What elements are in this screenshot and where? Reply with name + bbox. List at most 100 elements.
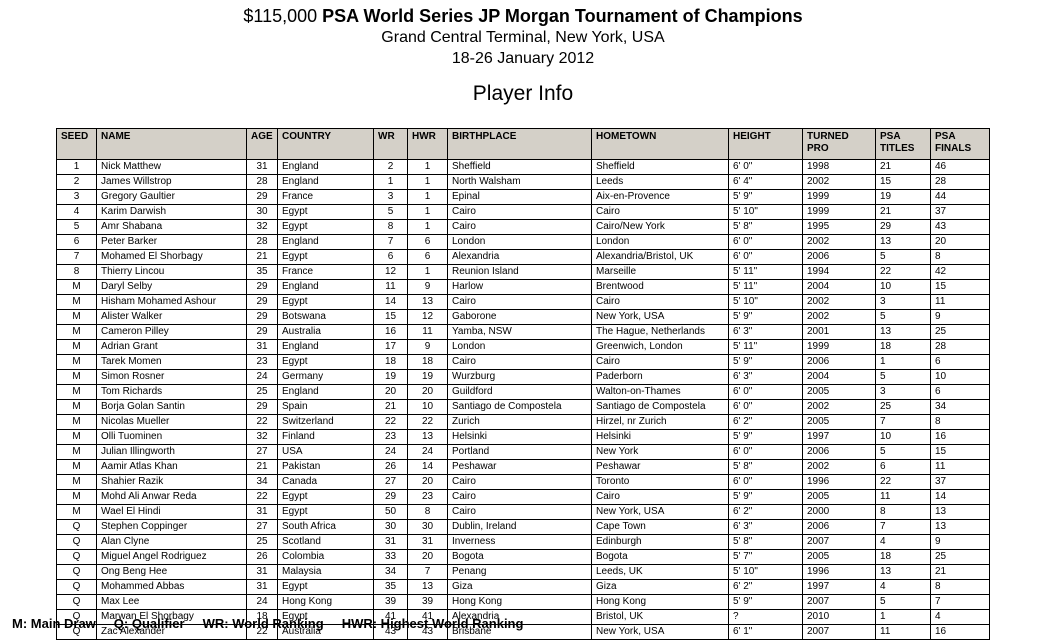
column-header-birthplace[interactable]: BIRTHPLACE [447, 128, 592, 160]
cell-turned-pro: 2005 [802, 489, 876, 505]
cell-height: 5' 11" [728, 339, 803, 355]
cell-birthplace: Wurzburg [447, 369, 592, 385]
table-row[interactable]: M Simon Rosner 24 Germany 19 19 Wurzburg Paderb… [56, 369, 990, 385]
cell-hometown: Edinburgh [591, 534, 729, 550]
table-row[interactable]: M Mohd Ali Anwar Reda 22 Egypt 29 23 Cairo Cair… [56, 489, 990, 505]
column-header-line: AGE [251, 131, 273, 142]
column-header-hwr[interactable]: HWR [407, 128, 448, 160]
column-header-turned-pro[interactable]: TURNED PRO [802, 128, 876, 160]
cell-seed: M [56, 459, 97, 475]
cell-hometown: Walton-on-Thames [591, 384, 729, 400]
column-header-name[interactable]: NAME [96, 128, 247, 160]
cell-age: 29 [246, 189, 278, 205]
cell-country: Egypt [277, 219, 374, 235]
column-header-psa-titles[interactable]: PSA TITLES [875, 128, 931, 160]
column-header-line: PSA [935, 131, 956, 142]
cell-turned-pro: 1999 [802, 189, 876, 205]
table-row[interactable]: M Daryl Selby 29 England 11 9 Harlow Brentwood 5… [56, 279, 990, 295]
cell-psa-finals: 11 [930, 459, 990, 475]
column-header-country[interactable]: COUNTRY [277, 128, 374, 160]
cell-country: Egypt [277, 249, 374, 265]
cell-name: Daryl Selby [96, 279, 247, 295]
table-row[interactable]: Q Miguel Angel Rodriguez 26 Colombia 33 20 Bog… [56, 549, 990, 565]
cell-hwr: 39 [407, 594, 448, 610]
cell-height: 5' 11" [728, 264, 803, 280]
column-header-hometown[interactable]: HOMETOWN [591, 128, 729, 160]
column-header-line: PRO [807, 143, 829, 154]
table-row[interactable]: M Nicolas Mueller 22 Switzerland 22 22 Zurich H… [56, 414, 990, 430]
table-row[interactable]: M Hisham Mohamed Ashour 29 Egypt 14 13 Cairo Ca… [56, 294, 990, 310]
table-row[interactable]: M Aamir Atlas Khan 21 Pakistan 26 14 Peshawar P… [56, 459, 990, 475]
column-header-height[interactable]: HEIGHT [728, 128, 803, 160]
cell-seed: Q [56, 534, 97, 550]
cell-birthplace: Penang [447, 564, 592, 580]
cell-birthplace: Yamba, NSW [447, 324, 592, 340]
cell-psa-finals: 6 [930, 384, 990, 400]
cell-hometown: Peshawar [591, 459, 729, 475]
cell-birthplace: Alexandria [447, 249, 592, 265]
table-row[interactable]: M Adrian Grant 31 England 17 9 London Greenwich… [56, 339, 990, 355]
cell-psa-titles: 18 [875, 549, 931, 565]
table-row[interactable]: M Julian Illingworth 27 USA 24 24 Portland New … [56, 444, 990, 460]
table-row[interactable]: Q Alan Clyne 25 Scotland 31 31 Inverness Edinbu… [56, 534, 990, 550]
table-row[interactable]: 5 Amr Shabana 32 Egypt 8 1 Cairo Cairo/New York… [56, 219, 990, 235]
table-row[interactable]: M Olli Tuominen 32 Finland 23 13 Helsinki Helsi… [56, 429, 990, 445]
cell-height: 5' 10" [728, 204, 803, 220]
table-row[interactable]: Q Zac Alexander 22 Australia 43 43 Brisbane New… [56, 624, 990, 640]
table-row[interactable]: M Tarek Momen 23 Egypt 18 18 Cairo Cairo 5' 9" 20… [56, 354, 990, 370]
table-row[interactable]: 7 Mohamed El Shorbagy 21 Egypt 6 6 Alexandria A… [56, 249, 990, 265]
table-row[interactable]: 4 Karim Darwish 30 Egypt 5 1 Cairo Cairo 5' 10" 1… [56, 204, 990, 220]
cell-wr: 23 [373, 429, 408, 445]
table-row[interactable]: 2 James Willstrop 28 England 1 1 North Walsham… [56, 174, 990, 190]
cell-age: 23 [246, 354, 278, 370]
cell-psa-titles: 5 [875, 249, 931, 265]
cell-name: Julian Illingworth [96, 444, 247, 460]
table-row[interactable]: 3 Gregory Gaultier 29 France 3 1 Epinal Aix-en-… [56, 189, 990, 205]
cell-psa-finals: 28 [930, 174, 990, 190]
cell-turned-pro: 1998 [802, 159, 876, 175]
cell-hwr: 23 [407, 489, 448, 505]
cell-country: South Africa [277, 519, 374, 535]
table-row[interactable]: 8 Thierry Lincou 35 France 12 1 Reunion Island… [56, 264, 990, 280]
cell-height: 6' 0" [728, 474, 803, 490]
tournament-title: $115,000 PSA World Series JP Morgan Tour… [0, 5, 1046, 27]
cell-turned-pro: 1996 [802, 564, 876, 580]
cell-seed: M [56, 399, 97, 415]
table-row[interactable]: Q Stephen Coppinger 27 South Africa 30 30 Dubl… [56, 519, 990, 535]
column-header-psa-finals[interactable]: PSA FINALS [930, 128, 990, 160]
table-header-row: SEED NAME AGE COUNTRY WR HWR BIRTHPLACE HOMETOW… [56, 128, 990, 160]
cell-country: Australia [277, 624, 374, 640]
cell-wr: 33 [373, 549, 408, 565]
cell-wr: 3 [373, 189, 408, 205]
cell-age: 27 [246, 519, 278, 535]
cell-name: Peter Barker [96, 234, 247, 250]
table-row[interactable]: M Borja Golan Santin 29 Spain 21 10 Santiago d… [56, 399, 990, 415]
cell-turned-pro: 2006 [802, 444, 876, 460]
legend-item: WR: World Ranking [202, 616, 324, 631]
table-row[interactable]: M Cameron Pilley 29 Australia 16 11 Yamba, NSW… [56, 324, 990, 340]
cell-age: 22 [246, 624, 278, 640]
table-row[interactable]: M Shahier Razik 34 Canada 27 20 Cairo Toronto 6'… [56, 474, 990, 490]
legend-item: Q: Qualifier [113, 616, 185, 631]
table-row[interactable]: M Wael El Hindi 31 Egypt 50 8 Cairo New York, U… [56, 504, 990, 520]
cell-hometown: New York [591, 444, 729, 460]
table-row[interactable]: Q Mohammed Abbas 31 Egypt 35 13 Giza Giza 6' 2" 1… [56, 579, 990, 595]
table-row[interactable]: Q Max Lee 24 Hong Kong 39 39 Hong Kong Hong Kon… [56, 594, 990, 610]
cell-birthplace: Cairo [447, 354, 592, 370]
cell-psa-finals: 37 [930, 204, 990, 220]
column-header-seed[interactable]: SEED [56, 128, 97, 160]
cell-wr: 39 [373, 594, 408, 610]
table-row[interactable]: Q Ong Beng Hee 31 Malaysia 34 7 Penang Leeds, U… [56, 564, 990, 580]
column-header-wr[interactable]: WR [373, 128, 408, 160]
cell-hwr: 1 [407, 189, 448, 205]
table-row[interactable]: M Tom Richards 25 England 20 20 Guildford Walto… [56, 384, 990, 400]
table-row[interactable]: 1 Nick Matthew 31 England 2 1 Sheffield Sheffie… [56, 159, 990, 175]
table-row[interactable]: M Alister Walker 29 Botswana 15 12 Gaborone New… [56, 309, 990, 325]
cell-seed: M [56, 354, 97, 370]
column-header-age[interactable]: AGE [246, 128, 278, 160]
cell-height: 6' 3" [728, 519, 803, 535]
cell-psa-finals: 14 [930, 489, 990, 505]
cell-height: 6' 0" [728, 399, 803, 415]
cell-hwr: 24 [407, 444, 448, 460]
table-row[interactable]: 6 Peter Barker 28 England 7 6 London London 6' 0… [56, 234, 990, 250]
